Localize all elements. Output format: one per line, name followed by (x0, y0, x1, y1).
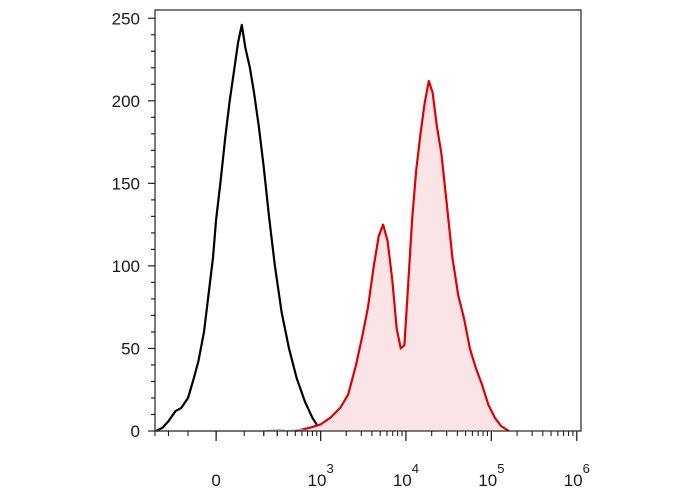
plot-frame (154, 9, 582, 432)
y-tick-label: 250 (112, 9, 140, 28)
x-tick-label: 104 (393, 461, 419, 490)
series-1-area (295, 81, 509, 431)
y-tick-label: 50 (121, 339, 140, 358)
x-axis: 0 103 104 105 106 (154, 431, 590, 490)
y-tick-label: 200 (112, 92, 140, 111)
series-1-line (295, 79, 510, 433)
plot-area (155, 23, 510, 433)
x-tick-label: 106 (564, 461, 590, 490)
y-tick-label: 150 (112, 174, 140, 193)
y-tick-label: 100 (112, 257, 140, 276)
x-tick-label: 103 (308, 461, 334, 490)
x-tick-label: 105 (478, 461, 504, 490)
y-axis: 0 50 100 150 200 250 (112, 9, 155, 441)
x-tick-label: 0 (211, 471, 220, 490)
series-0-line (155, 23, 324, 432)
y-tick-label: 0 (131, 422, 140, 441)
